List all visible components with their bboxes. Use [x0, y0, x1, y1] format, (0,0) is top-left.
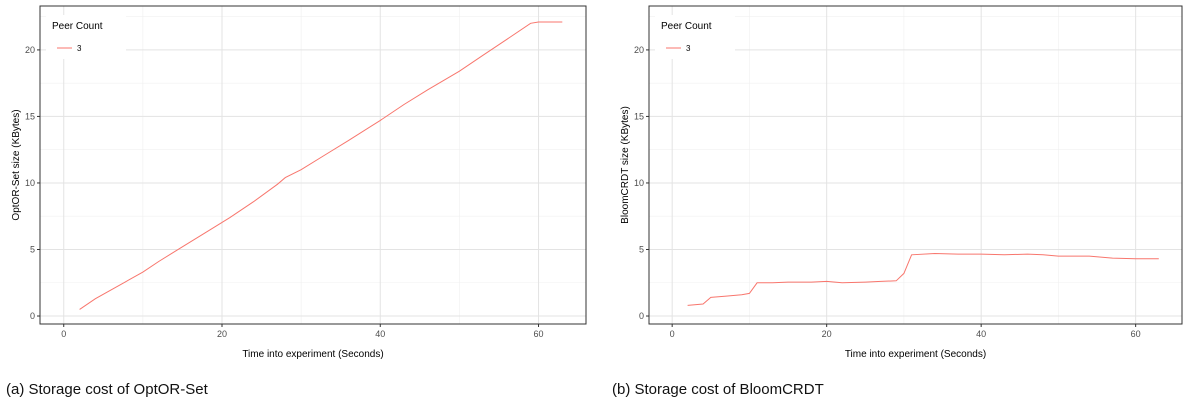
x-tick-label: 40	[375, 329, 385, 339]
series-line	[79, 21, 563, 310]
x-tick-label: 0	[670, 329, 675, 339]
x-tick-label: 60	[1131, 329, 1141, 339]
legend-label: 3	[77, 44, 82, 53]
legend-label: 3	[686, 44, 691, 53]
legend-title: Peer Count	[661, 21, 712, 32]
x-axis-title: Time into experiment (Seconds)	[845, 349, 986, 360]
plot-background	[649, 6, 1182, 324]
x-tick-label: 40	[976, 329, 986, 339]
y-tick-label: 15	[634, 111, 644, 121]
x-tick-label: 20	[822, 329, 832, 339]
legend-title: Peer Count	[52, 21, 103, 32]
y-tick-label: 0	[30, 311, 35, 321]
plot-border	[648, 5, 1183, 325]
legend-background	[46, 15, 126, 59]
x-tick-label: 20	[217, 329, 227, 339]
y-tick-label: 20	[25, 45, 35, 55]
y-tick-label: 20	[634, 45, 644, 55]
y-tick-label: 15	[25, 111, 35, 121]
y-tick-label: 5	[639, 244, 644, 254]
plot-background	[40, 6, 586, 324]
y-axis-title: BloomCRDT size (KBytes)	[620, 106, 631, 224]
x-tick-label: 0	[61, 329, 66, 339]
storage-chart-optorset: 0 20 40 60 0 5 10 15 20 Time into experiment (Sec…	[11, 5, 587, 360]
caption-optorset: (a) Storage cost of OptOR-Set	[6, 381, 208, 398]
caption-bloomcrdt: (b) Storage cost of BloomCRDT	[612, 381, 824, 398]
x-tick-label: 60	[534, 329, 544, 339]
storage-chart-bloomcrdt: 0 20 40 60 0 5 10 15 20 Time into experiment (Sec…	[620, 5, 1183, 360]
legend-background	[655, 15, 735, 59]
y-tick-label: 10	[634, 178, 644, 188]
y-tick-label: 0	[639, 311, 644, 321]
y-axis-title: OptOR-Set size (KBytes)	[11, 109, 22, 220]
y-tick-label: 5	[30, 244, 35, 254]
x-axis-title: Time into experiment (Seconds)	[242, 349, 383, 360]
y-tick-label: 10	[25, 178, 35, 188]
series-line	[687, 252, 1159, 306]
plot-border	[39, 5, 587, 325]
